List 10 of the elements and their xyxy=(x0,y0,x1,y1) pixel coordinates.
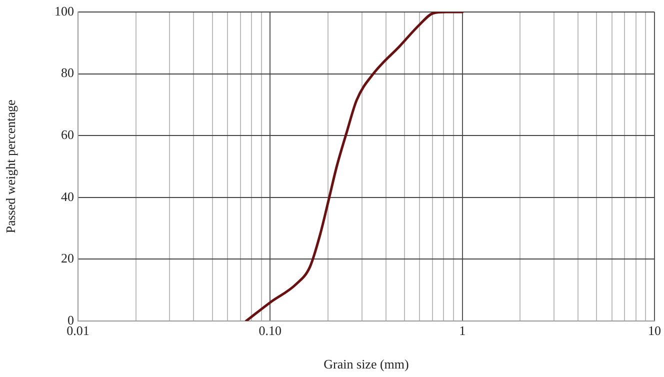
x-tick-label: 10 xyxy=(648,323,661,338)
y-tick-label: 60 xyxy=(61,127,74,142)
y-tick-label: 100 xyxy=(54,3,74,18)
y-tick-label: 40 xyxy=(61,188,74,204)
y-axis-title: Passed weight percentage xyxy=(3,99,18,234)
x-tick-label: 1 xyxy=(459,323,466,338)
x-axis-title: Grain size (mm) xyxy=(324,356,409,372)
x-tick-label: 0.10 xyxy=(258,323,282,338)
y-tick-label: 80 xyxy=(61,65,74,80)
y-tick-label: 20 xyxy=(61,250,74,266)
